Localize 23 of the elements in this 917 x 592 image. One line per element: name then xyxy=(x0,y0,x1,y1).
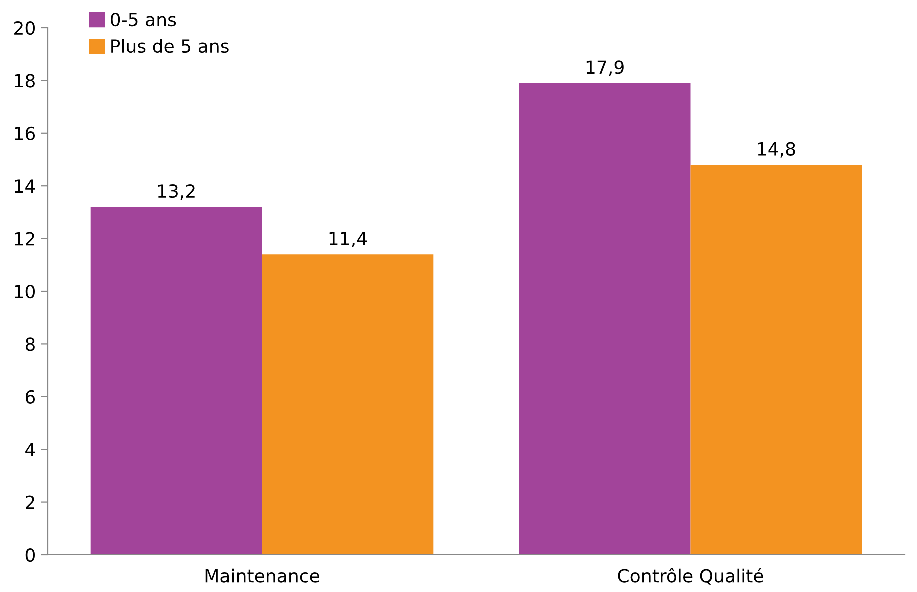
y-tick-label: 6 xyxy=(26,390,36,404)
y-tick-label: 14 xyxy=(15,180,36,193)
y-tick-label: 2 xyxy=(26,496,34,510)
data-label: 11,4 xyxy=(330,232,368,248)
bar xyxy=(690,165,862,555)
bar xyxy=(262,254,434,555)
bar xyxy=(90,207,262,555)
legend-label: Plus de 5 ans xyxy=(112,39,229,54)
data-label: 13,2 xyxy=(158,184,195,200)
data-label: 17,9 xyxy=(586,60,624,76)
legend-label: 0-5 ans xyxy=(111,12,176,27)
y-tick-label: 8 xyxy=(26,338,35,352)
y-tick-label: 0 xyxy=(26,548,35,562)
y-tick-label: 12 xyxy=(15,232,34,246)
y-tick-label: 18 xyxy=(15,74,35,88)
x-tick-label: Contrôle Qualité xyxy=(618,568,764,585)
data-label: 14,8 xyxy=(758,142,796,158)
y-tick-label: 10 xyxy=(15,284,35,299)
x-tick-label: Maintenance xyxy=(206,568,320,583)
bar xyxy=(519,83,691,555)
y-tick-label: 20 xyxy=(14,21,35,36)
y-tick-label: 4 xyxy=(26,443,36,456)
y-tick-label: 16 xyxy=(15,126,36,141)
